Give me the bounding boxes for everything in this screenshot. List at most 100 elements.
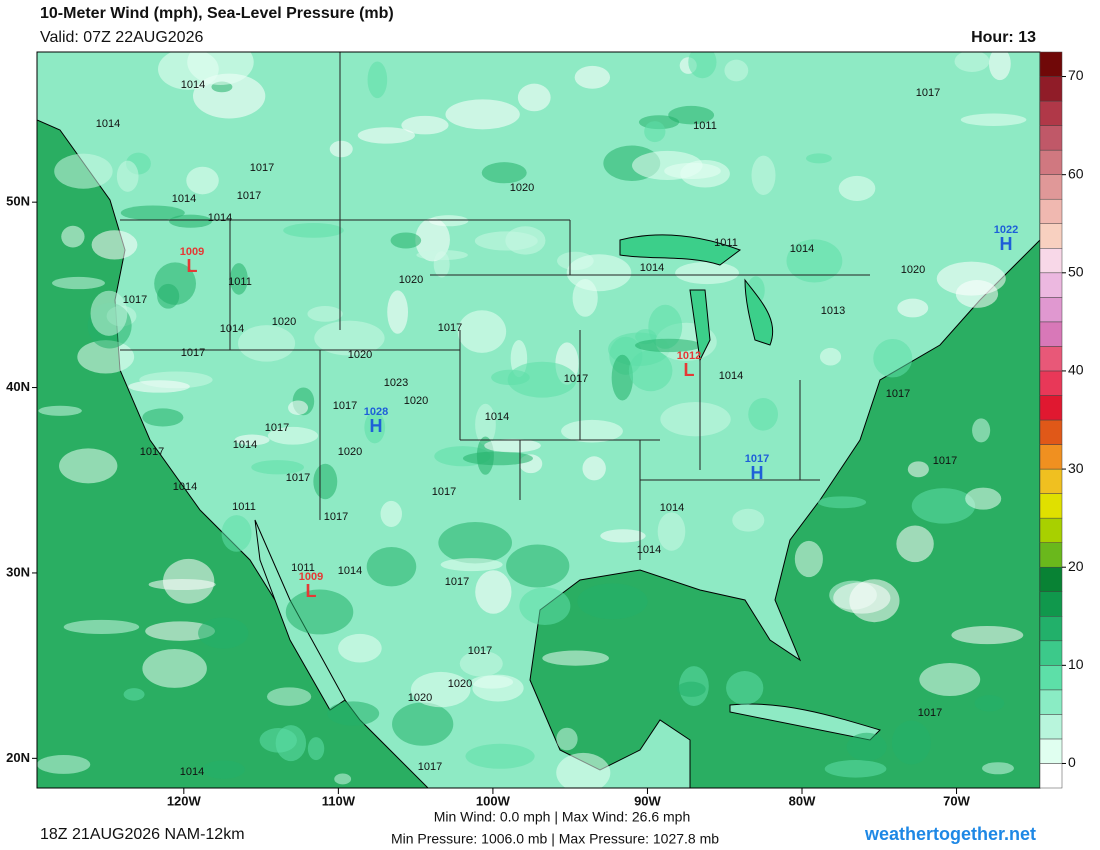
isobar-label: 1020 bbox=[408, 692, 432, 704]
texture-blob bbox=[838, 175, 876, 201]
texture-blob bbox=[157, 52, 219, 90]
texture-blob bbox=[556, 727, 578, 751]
isobar-label: 1017 bbox=[123, 294, 147, 306]
texture-blob bbox=[288, 400, 309, 415]
texture-blob bbox=[628, 350, 673, 392]
isobar-label: 1020 bbox=[448, 678, 472, 690]
isobar-label: 1011 bbox=[228, 276, 252, 288]
texture-blob bbox=[251, 460, 304, 475]
isobar-label: 1020 bbox=[510, 182, 534, 194]
texture-blob bbox=[611, 354, 634, 401]
isobar-label: 1020 bbox=[901, 264, 925, 276]
texture-blob bbox=[327, 701, 380, 726]
texture-blob bbox=[676, 681, 706, 697]
texture-blob bbox=[267, 426, 319, 445]
colorbar-swatch bbox=[1039, 51, 1063, 77]
texture-blob bbox=[507, 361, 577, 398]
colorbar-swatch bbox=[1039, 346, 1063, 372]
lat-label: 30N bbox=[6, 564, 30, 579]
colorbar-label: 20 bbox=[1068, 558, 1084, 574]
texture-blob bbox=[519, 587, 571, 626]
isobar-label: 1017 bbox=[181, 347, 205, 359]
texture-blob bbox=[234, 434, 270, 446]
texture-blob bbox=[819, 347, 842, 366]
isobar-label: 1014 bbox=[637, 544, 661, 556]
great-lakes bbox=[619, 234, 774, 362]
texture-blob bbox=[481, 162, 527, 184]
isobar-label: 1014 bbox=[96, 118, 120, 130]
colorbar-swatch bbox=[1039, 665, 1063, 691]
texture-blob bbox=[566, 254, 632, 292]
colorbar-label: 0 bbox=[1068, 754, 1076, 770]
lon-label: 100W bbox=[476, 793, 511, 808]
center-value: 1012 bbox=[677, 350, 701, 362]
texture-blob bbox=[163, 558, 215, 604]
colorbar-swatch bbox=[1039, 100, 1063, 126]
texture-blob bbox=[491, 369, 530, 386]
texture-blob bbox=[688, 52, 717, 79]
texture-blob bbox=[974, 695, 1005, 712]
texture-blob bbox=[38, 405, 82, 416]
colorbar-swatch bbox=[1039, 272, 1063, 298]
isobar-label: 1017 bbox=[886, 388, 910, 400]
center-letter: H bbox=[370, 416, 383, 436]
texture-blob bbox=[63, 619, 140, 635]
texture-blob bbox=[307, 306, 343, 322]
colorbar-swatch bbox=[1039, 223, 1063, 249]
lon-label: 80W bbox=[789, 793, 816, 808]
colorbar-swatch bbox=[1039, 149, 1063, 175]
isobar-label: 1017 bbox=[468, 645, 492, 657]
texture-blob bbox=[644, 121, 666, 143]
texture-blob bbox=[542, 650, 609, 666]
colorbar-swatch bbox=[1039, 640, 1063, 666]
colorbar-label: 70 bbox=[1068, 67, 1084, 83]
isobar-label: 1017 bbox=[324, 511, 348, 523]
colorbar-label: 30 bbox=[1068, 460, 1084, 476]
texture-blob bbox=[61, 225, 85, 248]
texture-blob bbox=[438, 522, 513, 564]
colorbar-swatch bbox=[1039, 517, 1063, 543]
texture-blob bbox=[221, 515, 252, 552]
isobar-label: 1017 bbox=[916, 87, 940, 99]
colorbar-label: 10 bbox=[1068, 656, 1084, 672]
texture-blob bbox=[657, 512, 686, 551]
colorbar-swatch bbox=[1039, 125, 1063, 151]
colorbar-swatch bbox=[1039, 198, 1063, 224]
isobar-label: 1013 bbox=[821, 305, 845, 317]
title: 10-Meter Wind (mph), Sea-Level Pressure … bbox=[40, 5, 394, 22]
colorbar-swatch bbox=[1039, 493, 1063, 519]
isobar-label: 1014 bbox=[660, 502, 684, 514]
texture-blob bbox=[824, 760, 887, 778]
colorbar-swatch bbox=[1039, 370, 1063, 396]
texture-blob bbox=[726, 671, 764, 705]
texture-blob bbox=[59, 448, 118, 484]
isobar-label: 1017 bbox=[438, 322, 462, 334]
isobar-label: 1014 bbox=[172, 193, 196, 205]
isobar-label: 1014 bbox=[719, 370, 743, 382]
wind-stats: Min Wind: 0.0 mph | Max Wind: 26.6 mph bbox=[434, 809, 691, 825]
texture-blob bbox=[805, 153, 832, 164]
texture-blob bbox=[873, 338, 913, 378]
texture-blob bbox=[285, 589, 354, 635]
isobar-label: 1014 bbox=[640, 262, 664, 274]
isobar-label: 1020 bbox=[404, 395, 428, 407]
isobar-label: 1017 bbox=[265, 422, 289, 434]
texture-blob bbox=[307, 737, 325, 761]
texture-blob bbox=[123, 688, 145, 701]
texture-blob bbox=[907, 461, 929, 478]
isobar-label: 1017 bbox=[933, 455, 957, 467]
center-value: 1022 bbox=[994, 224, 1018, 236]
texture-blob bbox=[259, 728, 297, 753]
center-letter: L bbox=[306, 581, 317, 601]
isobar-label: 1017 bbox=[140, 446, 164, 458]
colorbar-swatch bbox=[1039, 689, 1063, 715]
colorbar-swatch bbox=[1039, 468, 1063, 494]
texture-blob bbox=[313, 463, 338, 500]
forecast-hour: Hour: 13 bbox=[971, 29, 1036, 46]
center-letter: L bbox=[187, 256, 198, 276]
isobar-label: 1017 bbox=[445, 576, 469, 588]
texture-blob bbox=[475, 403, 496, 446]
texture-blob bbox=[475, 570, 512, 614]
texture-blob bbox=[668, 105, 715, 125]
isobar-label: 1011 bbox=[693, 120, 717, 132]
